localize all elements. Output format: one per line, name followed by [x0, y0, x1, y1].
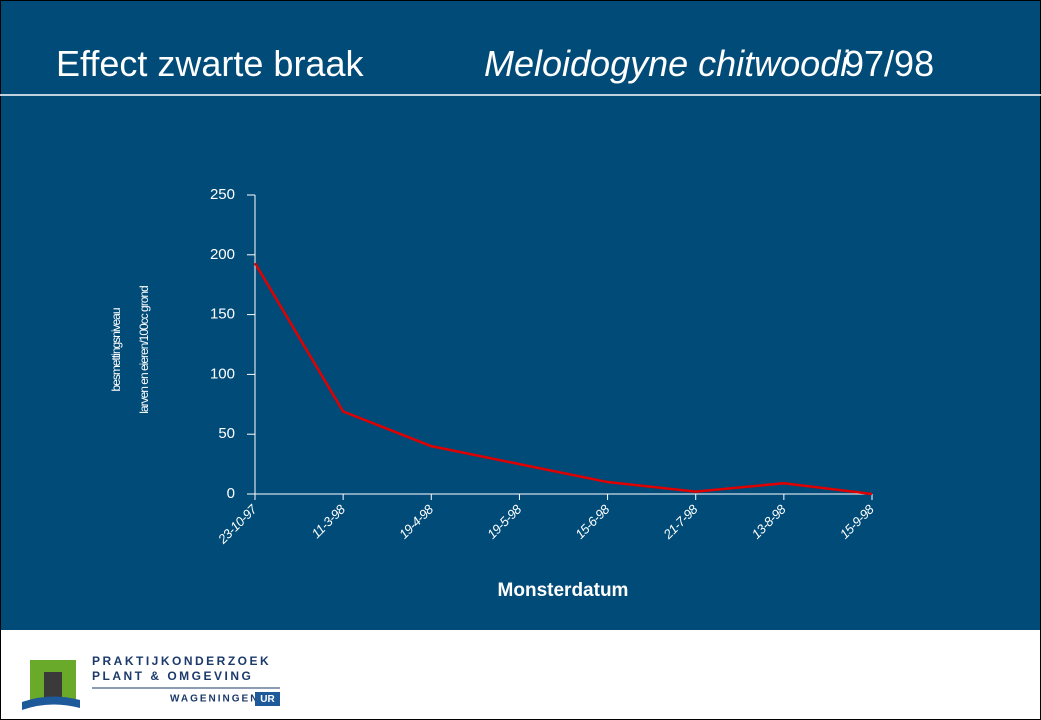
logo-wave — [22, 696, 80, 710]
logo-ur: UR — [260, 694, 275, 705]
logo-brand: WAGENINGEN — [170, 694, 259, 705]
y-tick-label: 0 — [227, 485, 235, 502]
x-axis-label: Monsterdatum — [498, 580, 629, 601]
logo-core — [44, 672, 62, 700]
title-main: Effect zwarte braak — [56, 43, 364, 84]
y-tick-label: 150 — [210, 306, 235, 323]
y-tick-label: 50 — [218, 425, 235, 442]
logo-text: PRAKTIJKONDERZOEK — [92, 654, 271, 668]
y-tick-label: 100 — [210, 365, 235, 382]
y-axis-label: larven en eieren/100cc grond — [137, 286, 151, 414]
title: Effect zwarte braak Meloidogyne chitwood… — [56, 43, 934, 84]
line-series — [253, 262, 873, 496]
logo-text: PLANT & OMGEVING — [92, 669, 253, 683]
y-tick-label: 200 — [210, 246, 235, 263]
slide-panel — [1, 1, 1040, 630]
logo-ur-box — [255, 692, 280, 706]
y-tick-label: 250 — [210, 186, 235, 203]
y-axis-label: besmettingsniveau — [109, 308, 123, 391]
title-species: Meloidogyne chitwoodi — [484, 43, 849, 84]
title-years: 97/98 — [844, 43, 934, 84]
